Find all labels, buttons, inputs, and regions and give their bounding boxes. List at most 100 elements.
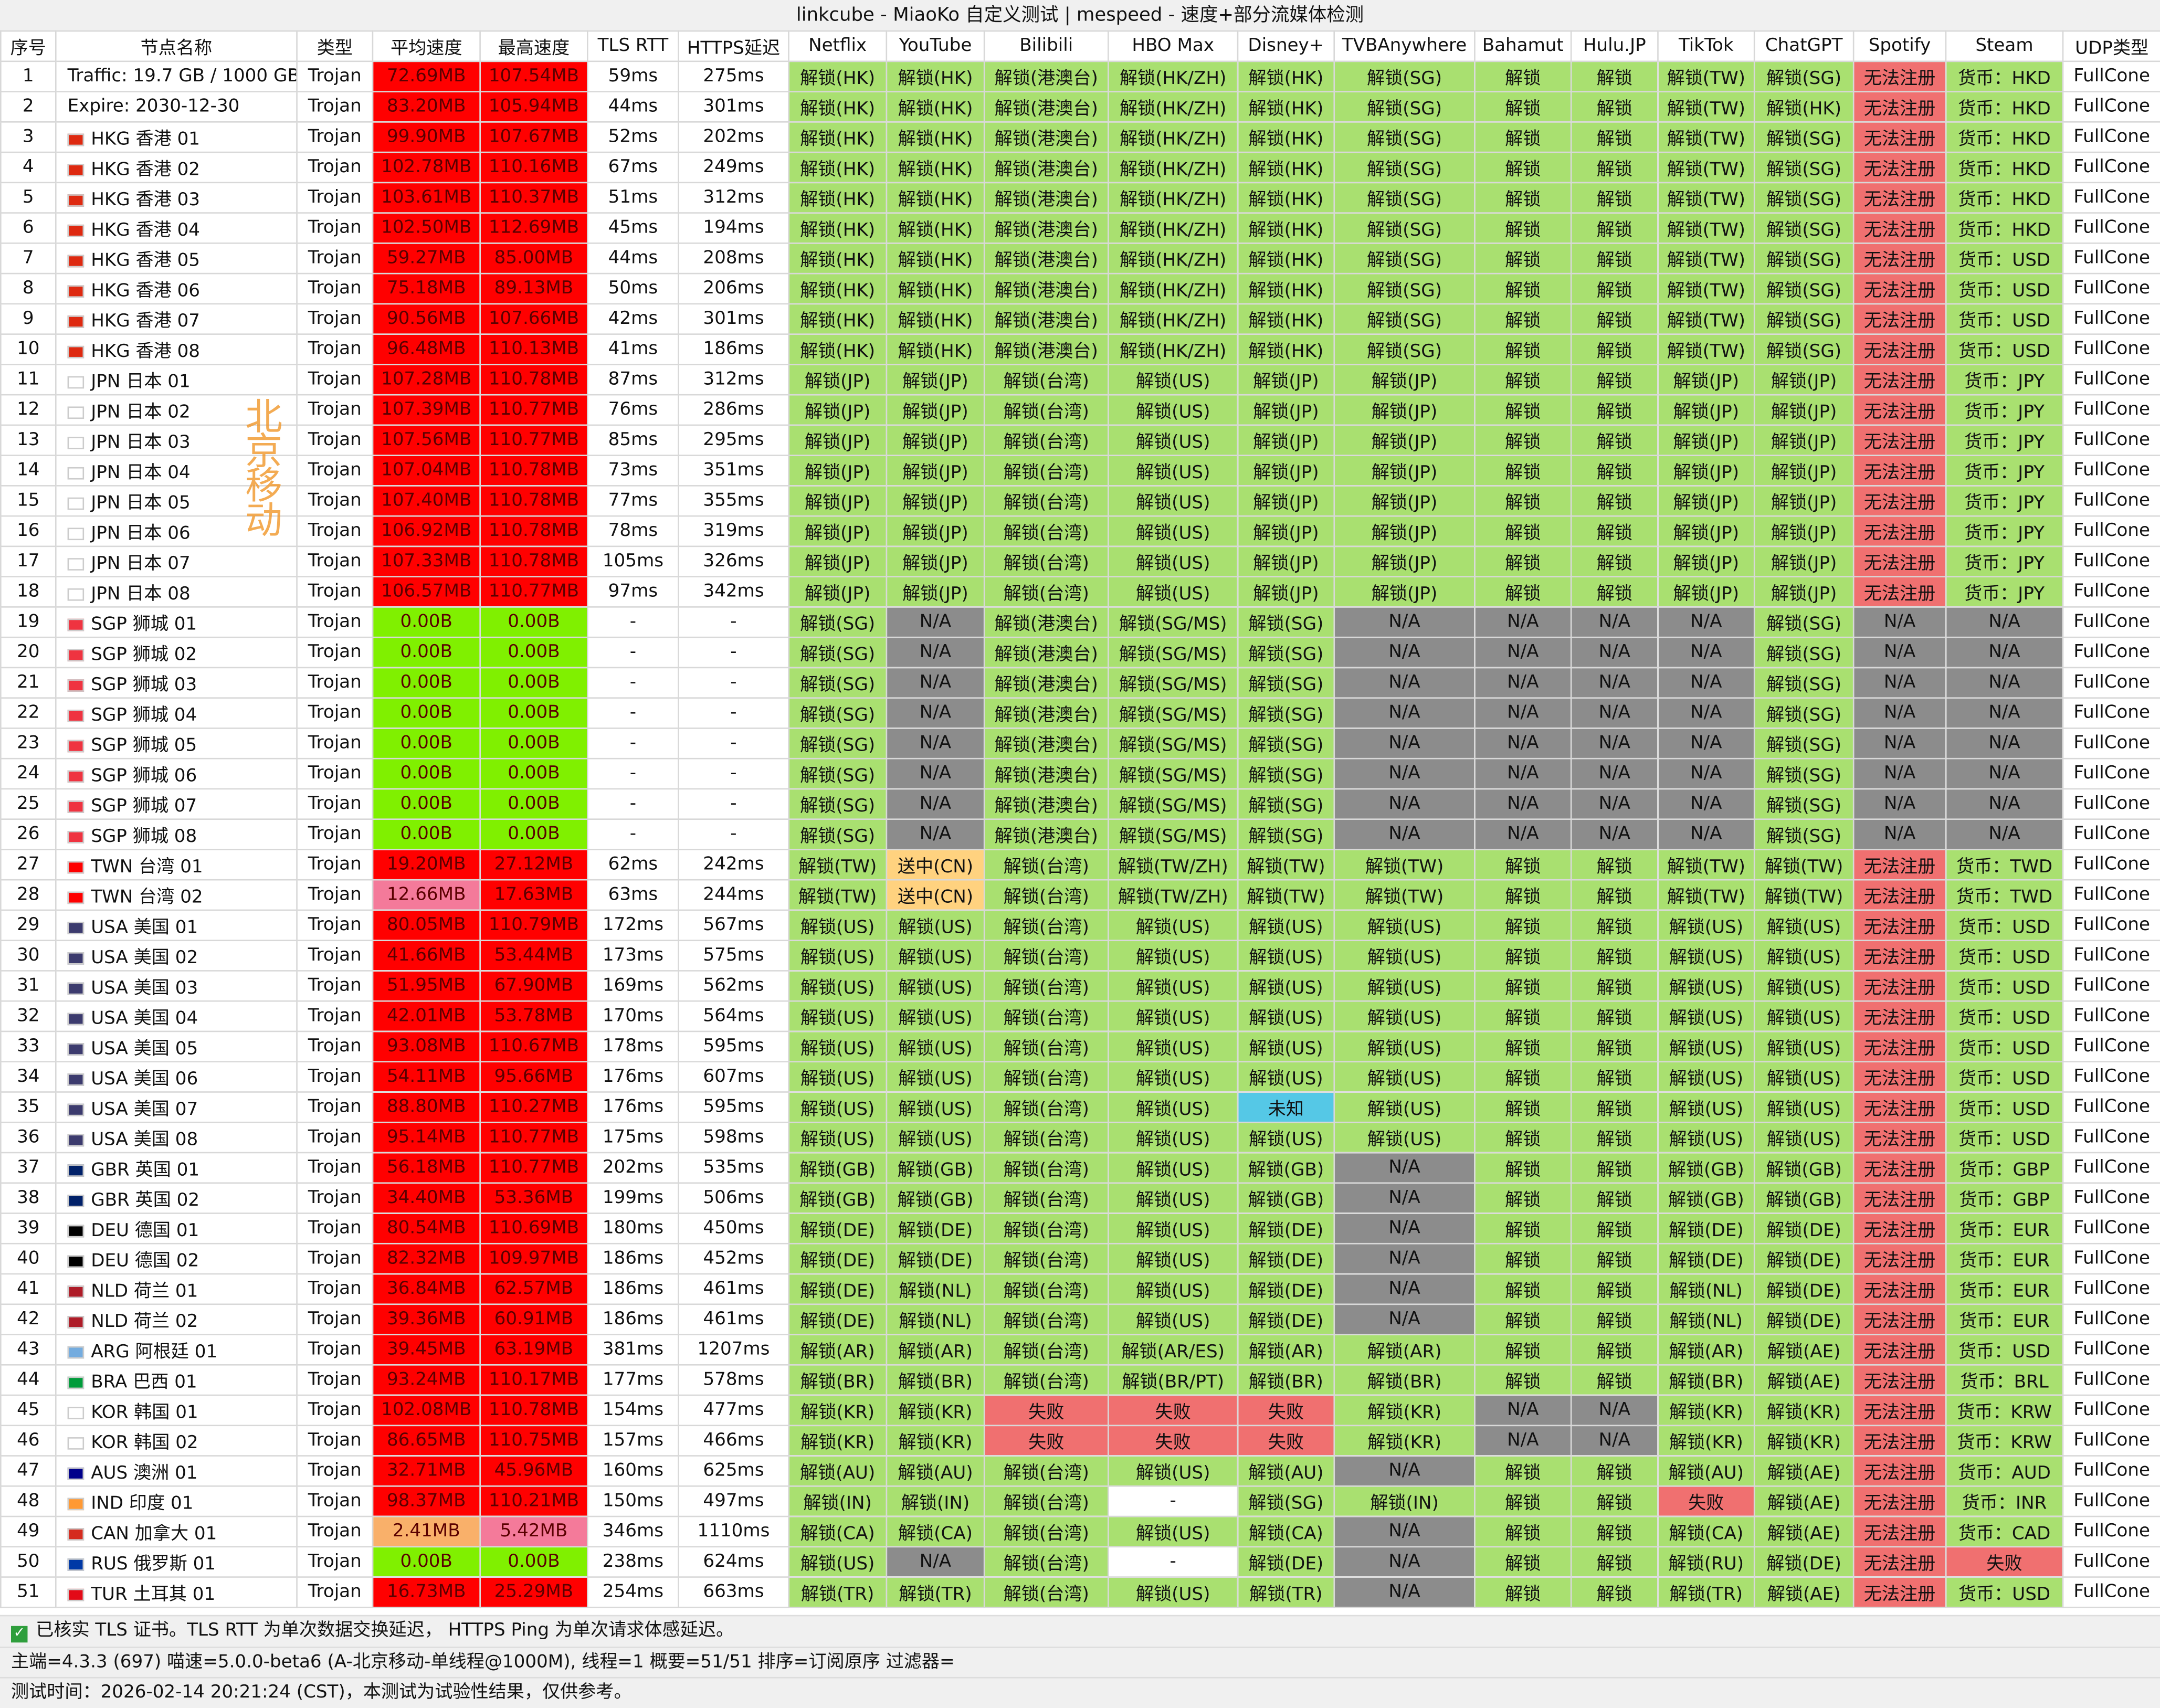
media-cell: 解锁 bbox=[1570, 272, 1659, 305]
node-name: USA 美国 01 bbox=[55, 909, 298, 942]
media-cell: 解锁(HK) bbox=[1753, 91, 1855, 123]
media-cell: 解锁(HK) bbox=[788, 272, 888, 305]
media-cell: 解锁 bbox=[1570, 151, 1659, 184]
cell: Trojan bbox=[296, 1303, 374, 1335]
cell: FullCone bbox=[2062, 1425, 2160, 1457]
node-name: TWN 台湾 01 bbox=[55, 849, 298, 881]
cell: 32 bbox=[0, 1000, 57, 1032]
media-cell: 货币：USD bbox=[1945, 1030, 2064, 1063]
media-cell: 无法注册 bbox=[1852, 212, 1947, 244]
media-cell: 解锁(HK) bbox=[1237, 121, 1335, 153]
cell: 450ms bbox=[678, 1213, 789, 1245]
media-cell: N/A bbox=[1333, 728, 1476, 760]
media-cell: 解锁 bbox=[1570, 1364, 1659, 1396]
cell: 186ms bbox=[586, 1242, 679, 1275]
media-cell: 货币：GBP bbox=[1945, 1152, 2064, 1184]
media-cell: 解锁(台湾) bbox=[983, 364, 1109, 396]
cell: FullCone bbox=[2062, 576, 2160, 608]
media-cell: 解锁(SG/MS) bbox=[1108, 728, 1239, 760]
media-cell: N/A bbox=[1945, 728, 2064, 760]
media-cell: N/A bbox=[1852, 728, 1947, 760]
speed-cell: 105.94MB bbox=[479, 91, 588, 123]
speed-cell: 0.00B bbox=[479, 606, 588, 638]
cell: FullCone bbox=[2062, 757, 2160, 790]
cell: Trojan bbox=[296, 1182, 374, 1214]
cell: Trojan bbox=[296, 151, 374, 184]
media-cell: 解锁(US) bbox=[1333, 1091, 1476, 1123]
media-cell: 解锁 bbox=[1570, 182, 1659, 214]
media-cell: 解锁 bbox=[1474, 940, 1572, 972]
media-cell: 解锁(US) bbox=[1657, 940, 1755, 972]
cell: 30 bbox=[0, 940, 57, 972]
node-name-text: KOR 韩国 01 bbox=[91, 1403, 198, 1424]
media-cell: 解锁(DE) bbox=[1753, 1546, 1855, 1578]
flag-icon bbox=[67, 467, 85, 480]
media-cell: 失败 bbox=[983, 1425, 1109, 1457]
node-row: 47 AUS 澳洲 01 Trojan 32.71MB 45.96MB 160ms 625m… bbox=[0, 1455, 2160, 1487]
speed-cell: 110.79MB bbox=[479, 909, 588, 942]
cell: 157ms bbox=[586, 1425, 679, 1457]
cell: Trojan bbox=[296, 1121, 374, 1154]
node-row: 43 ARG 阿根廷 01 Trojan 39.45MB 63.19MB 381ms 120… bbox=[0, 1334, 2160, 1366]
cell: 24 bbox=[0, 757, 57, 790]
node-row: 19 SGP 狮城 01 Trojan 0.00B 0.00B - - 解锁(SG) N/A 解锁… bbox=[0, 606, 2160, 638]
speed-cell: 110.37MB bbox=[479, 182, 588, 214]
media-cell: 解锁(台湾) bbox=[983, 1485, 1109, 1517]
node-name: SGP 狮城 08 bbox=[55, 818, 298, 850]
node-row: 2 Expire: 2030-12-30 Trojan 83.20MB 105.94MB… bbox=[0, 91, 2160, 123]
media-cell: 解锁(HK) bbox=[788, 121, 888, 153]
media-cell: 解锁(KR) bbox=[1753, 1394, 1855, 1427]
node-row: 27 TWN 台湾 01 Trojan 19.20MB 27.12MB 62ms 242ms… bbox=[0, 849, 2160, 881]
media-cell: 解锁 bbox=[1474, 485, 1572, 517]
media-cell: 解锁(US) bbox=[1108, 1576, 1239, 1608]
cell: FullCone bbox=[2062, 940, 2160, 972]
media-cell: 失败 bbox=[1108, 1425, 1239, 1457]
speed-cell: 110.77MB bbox=[479, 576, 588, 608]
media-cell: 解锁 bbox=[1570, 1303, 1659, 1335]
media-cell: 货币：USD bbox=[1945, 303, 2064, 335]
cell: 41ms bbox=[586, 333, 679, 365]
media-cell: N/A bbox=[1657, 636, 1755, 669]
media-cell: 解锁 bbox=[1570, 1061, 1659, 1093]
media-cell: 解锁 bbox=[1474, 1334, 1572, 1366]
node-name-text: GBR 英国 01 bbox=[91, 1160, 200, 1181]
media-cell: 解锁(US) bbox=[886, 970, 985, 1002]
flag-icon bbox=[67, 528, 85, 541]
title: linkcube - MiaoKo 自定义测试 | mespeed - 速度+部… bbox=[0, 0, 2160, 30]
media-cell: 解锁(TW/ZH) bbox=[1108, 879, 1239, 911]
media-cell: 送中(CN) bbox=[886, 849, 985, 881]
cell: 51ms bbox=[586, 182, 679, 214]
media-cell: 失败 bbox=[1237, 1425, 1335, 1457]
media-cell: 无法注册 bbox=[1852, 1121, 1947, 1154]
cell: FullCone bbox=[2062, 1455, 2160, 1487]
flag-icon bbox=[67, 770, 85, 783]
media-cell: 无法注册 bbox=[1852, 1425, 1947, 1457]
media-cell: 解锁 bbox=[1570, 1455, 1659, 1487]
cell: Trojan bbox=[296, 940, 374, 972]
media-cell: 解锁(JP) bbox=[1333, 455, 1476, 487]
node-name-text: SGP 狮城 06 bbox=[91, 766, 197, 787]
cell: 351ms bbox=[678, 455, 789, 487]
media-cell: 解锁(TW) bbox=[1657, 151, 1755, 184]
media-cell: 解锁(US) bbox=[1108, 940, 1239, 972]
cell: 301ms bbox=[678, 91, 789, 123]
cell: - bbox=[678, 606, 789, 638]
cell: 27 bbox=[0, 849, 57, 881]
media-cell: 解锁(JP) bbox=[788, 515, 888, 547]
media-cell: 解锁(SG) bbox=[1753, 606, 1855, 638]
column-header: Hulu.JP bbox=[1570, 30, 1659, 62]
node-name: JPN 日本 08 bbox=[55, 576, 298, 608]
flag-icon bbox=[67, 1498, 85, 1511]
media-cell: 货币：HKD bbox=[1945, 91, 2064, 123]
media-cell: N/A bbox=[886, 697, 985, 729]
media-cell: 解锁(JP) bbox=[886, 576, 985, 608]
media-cell: 解锁(TW) bbox=[1657, 333, 1755, 365]
speed-cell: 98.37MB bbox=[372, 1485, 481, 1517]
media-cell: 解锁 bbox=[1570, 303, 1659, 335]
media-cell: 无法注册 bbox=[1852, 1515, 1947, 1548]
flag-icon bbox=[67, 133, 85, 146]
cell: 48 bbox=[0, 1485, 57, 1517]
node-name-text: CAN 加拿大 01 bbox=[91, 1524, 217, 1545]
node-name-text: SGP 狮城 01 bbox=[91, 614, 197, 636]
media-cell: 解锁(HK) bbox=[886, 212, 985, 244]
